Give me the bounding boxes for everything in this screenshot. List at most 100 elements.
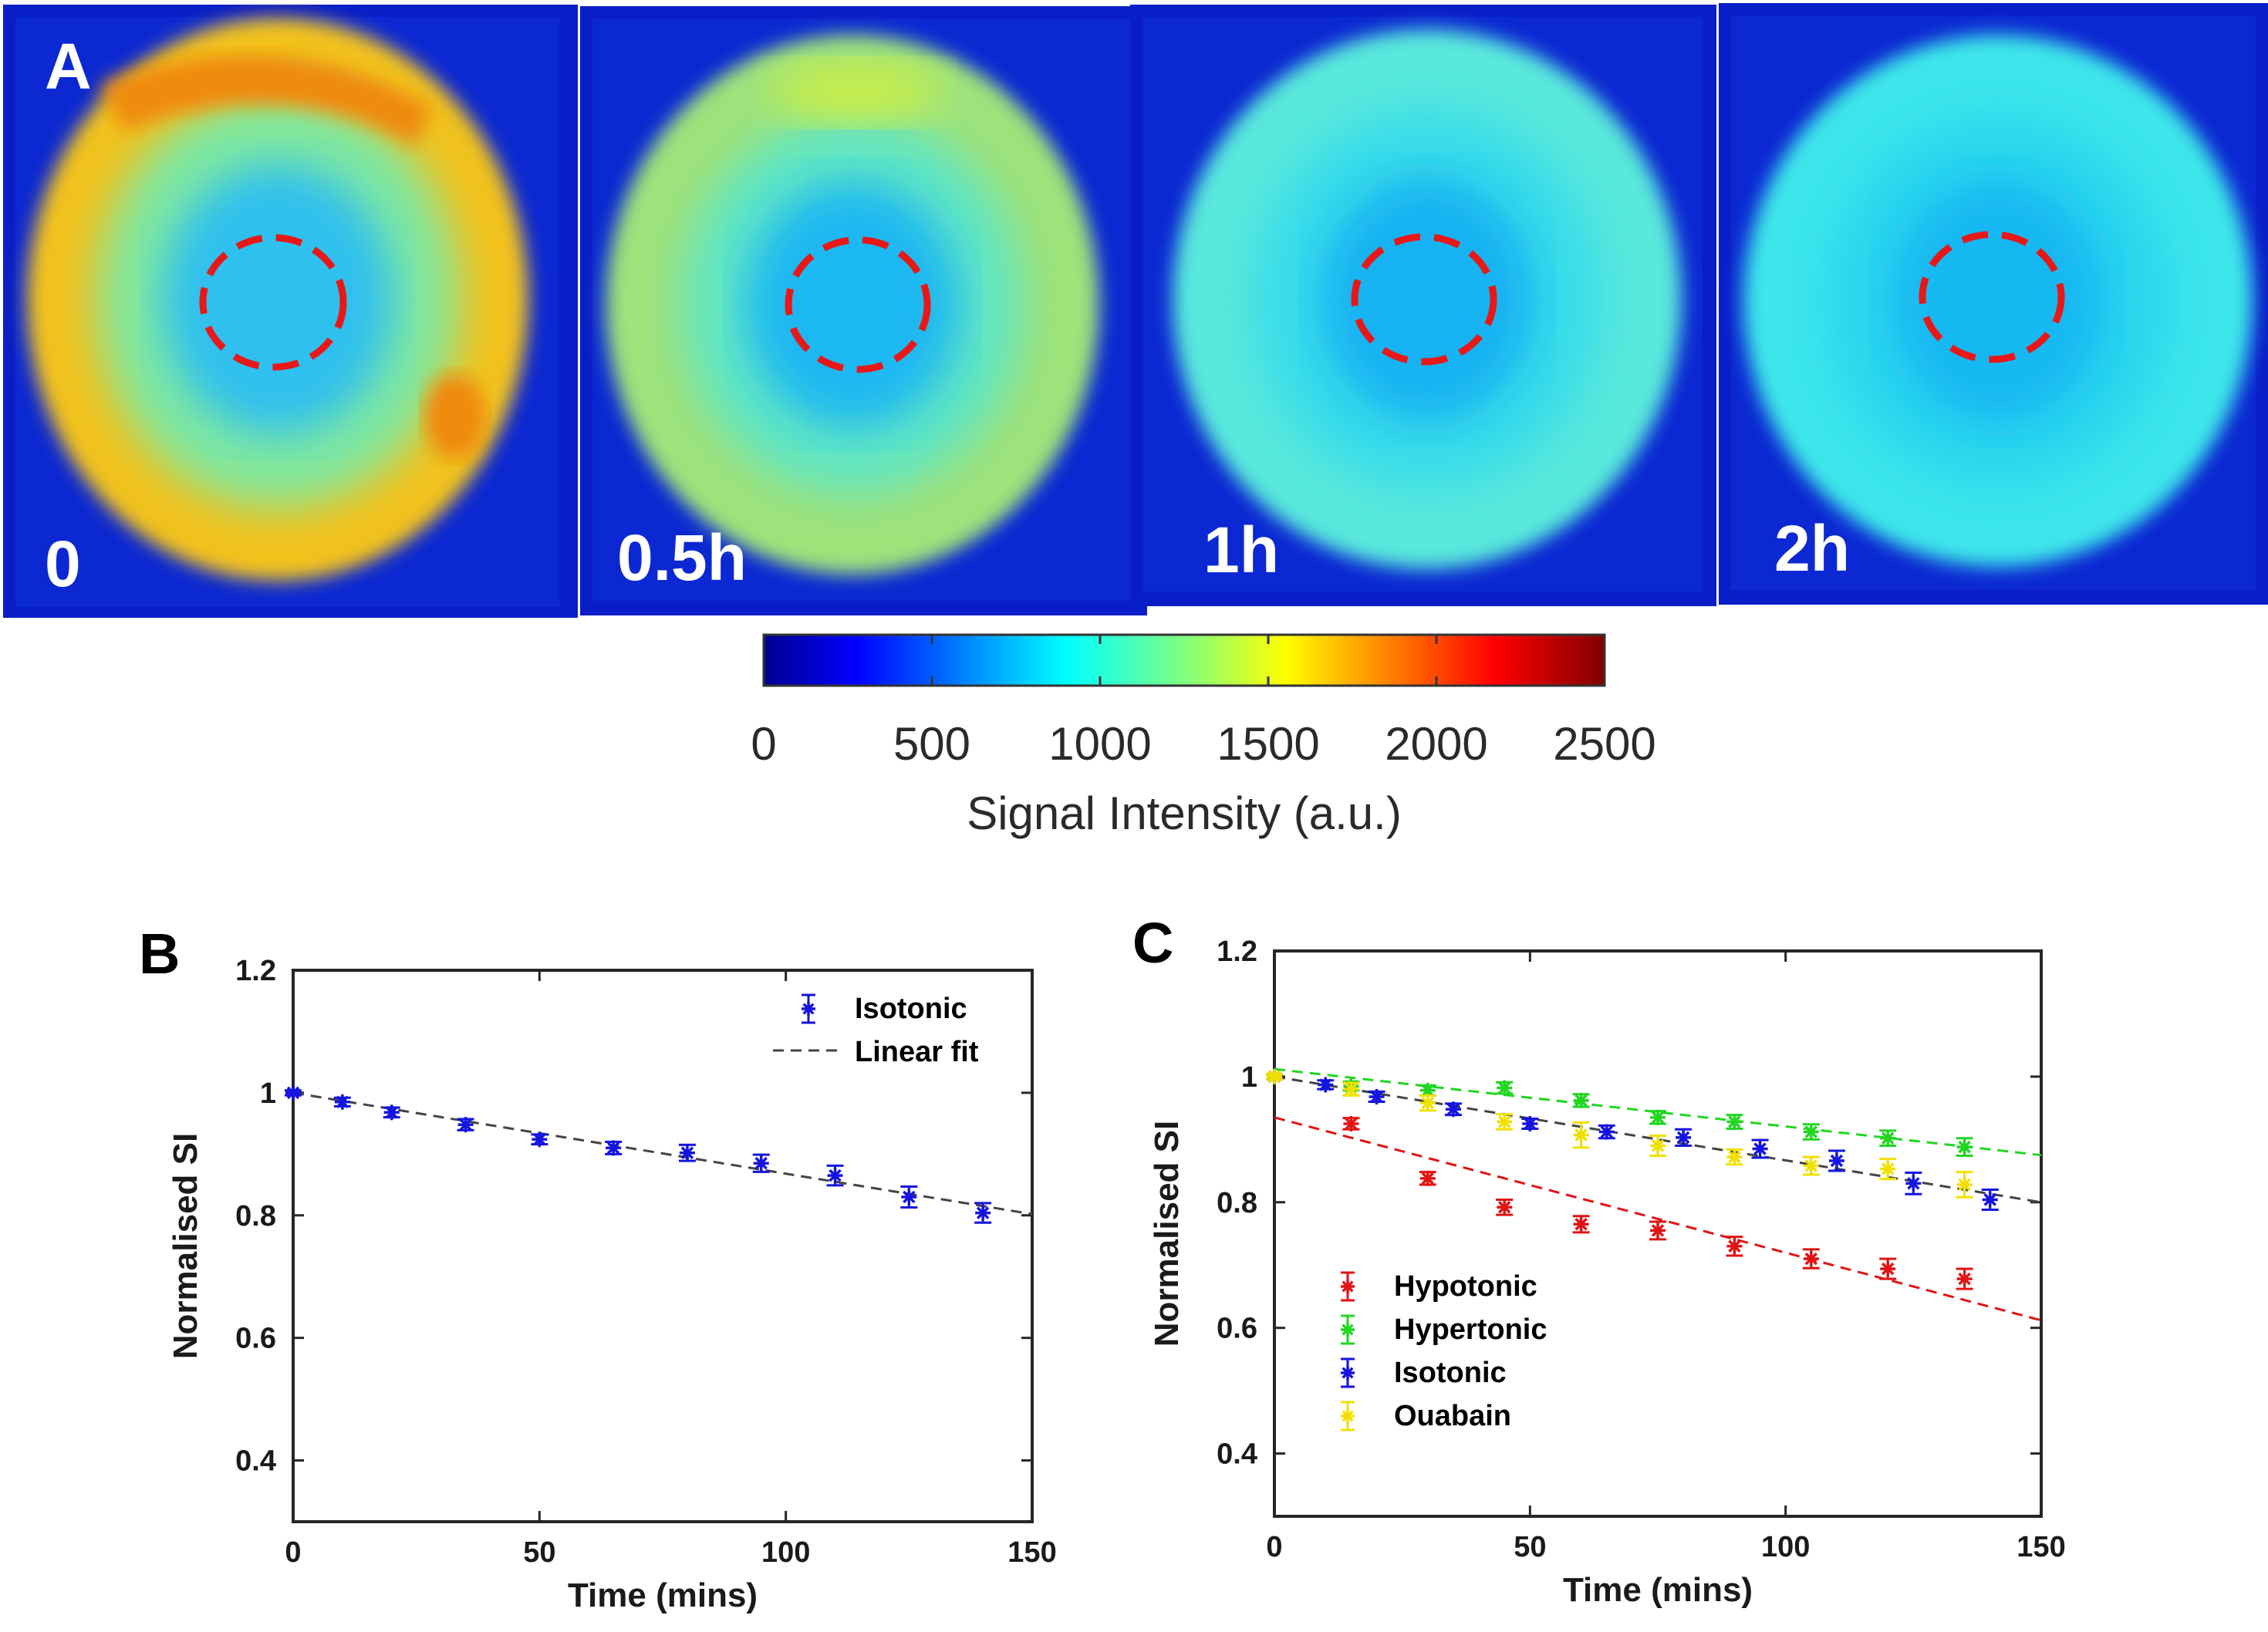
marker-stroke: [1574, 1128, 1588, 1141]
marker-stroke: [1574, 1218, 1588, 1231]
legend-entry: Isotonic: [1341, 1357, 1507, 1389]
data-point: [1956, 1137, 1973, 1158]
colorbar-ticks: 0 500 1000 1500 2000 2500: [751, 635, 1656, 770]
marker-stroke: [976, 1206, 990, 1219]
y-tick-label: 0.6: [1217, 1313, 1257, 1345]
heatmap-image-0_5h: 0.5h: [580, 6, 1147, 615]
heatmap-image-0h: A 0: [3, 5, 578, 618]
x-tick-label: 50: [1514, 1531, 1546, 1563]
marker-stroke: [1830, 1154, 1844, 1168]
chart-b: 0 50 100 150 0.4 0.6 0.8 1 1.2 Time (mins) Normali…: [167, 955, 1057, 1614]
colorbar-tick-label: 1000: [1048, 718, 1151, 770]
marker-stroke: [1728, 1150, 1741, 1164]
data-point: [1905, 1171, 1922, 1195]
marker-stroke: [1345, 1117, 1358, 1131]
data-point: [1879, 1257, 1897, 1280]
legend-entry: Isotonic: [802, 993, 967, 1025]
series-ouabain: [1266, 1068, 1973, 1199]
data-point: [1956, 1171, 1973, 1199]
marker-stroke: [680, 1146, 694, 1159]
panel-a-label: A: [45, 30, 92, 103]
time-label-2h: 2h: [1774, 512, 1850, 585]
legend-label: Hypotonic: [1394, 1270, 1537, 1303]
marker-stroke: [1651, 1111, 1665, 1125]
x-axis-label: Time (mins): [568, 1576, 758, 1614]
marker-stroke: [1342, 1367, 1354, 1379]
legend-entry: Hypotonic: [1341, 1270, 1537, 1303]
marker-stroke: [1446, 1103, 1460, 1116]
x-tick-label: 100: [761, 1536, 810, 1569]
y-axis-label: Normalised SI: [1148, 1121, 1186, 1347]
marker-stroke: [533, 1133, 546, 1146]
marker-stroke: [286, 1086, 300, 1100]
marker-stroke: [1958, 1140, 1971, 1154]
marker-stroke: [802, 1003, 815, 1015]
y-axis-label: Normalised SI: [167, 1133, 204, 1359]
data-point: [1419, 1094, 1436, 1112]
data-point: [1572, 1092, 1590, 1108]
marker-stroke: [1881, 1262, 1895, 1276]
data-point: [1419, 1170, 1436, 1186]
fit-line: [1274, 1116, 2042, 1322]
legend: Isotonic Linear fit: [773, 993, 979, 1068]
legend-label: Ouabain: [1394, 1400, 1511, 1432]
marker-stroke: [1421, 1084, 1435, 1098]
data-point: [1649, 1220, 1666, 1241]
x-tick-label: 100: [1761, 1531, 1810, 1563]
data-point: [1802, 1123, 1820, 1141]
data-point: [1572, 1121, 1590, 1149]
marker-stroke: [1651, 1224, 1665, 1237]
marker-stroke: [606, 1141, 620, 1155]
data-point: [1444, 1101, 1462, 1118]
colorbar-label: Signal Intensity (a.u.): [967, 787, 1402, 839]
marker-stroke: [1881, 1162, 1895, 1175]
data-point: [1726, 1148, 1743, 1166]
marker-stroke: [1958, 1272, 1971, 1286]
y-tick-label: 0.8: [1217, 1187, 1257, 1219]
data-point: [1649, 1134, 1666, 1158]
data-point: [1726, 1114, 1743, 1130]
data-point: [1828, 1149, 1845, 1172]
marker-stroke: [1676, 1131, 1690, 1145]
legend-label: Linear fit: [855, 1036, 979, 1068]
roi-ellipse: [1919, 231, 2065, 363]
marker-stroke: [1267, 1070, 1281, 1084]
marker-stroke: [829, 1168, 842, 1182]
legend-entry: Hypertonic: [1341, 1313, 1547, 1346]
time-label-0: 0: [45, 528, 81, 600]
data-point: [678, 1143, 696, 1162]
marker-stroke: [1342, 1323, 1354, 1336]
marker-stroke: [1342, 1410, 1354, 1422]
time-label-0_5h: 0.5h: [617, 521, 747, 594]
colorbar-tick-label: 500: [893, 718, 970, 770]
colorbar-tick-label: 2000: [1385, 718, 1487, 770]
y-tick-label: 0.6: [235, 1323, 276, 1355]
marker-stroke: [1728, 1239, 1741, 1253]
chart-c: 0 50 100 150 0.4 0.6 0.8 1 1.2 Time (mins) Normali…: [1148, 936, 2066, 1609]
heatmap-image-2h: 2h: [1719, 3, 2268, 605]
data-point: [826, 1164, 844, 1187]
data-point: [974, 1202, 992, 1224]
marker-stroke: [1728, 1115, 1741, 1128]
marker-stroke: [1524, 1117, 1537, 1131]
marker-stroke: [1651, 1139, 1665, 1152]
marker-stroke: [1753, 1142, 1767, 1155]
data-point: [383, 1104, 400, 1121]
plot-area: [292, 969, 1034, 1523]
marker-stroke: [385, 1106, 398, 1119]
legend-entry: Linear fit: [773, 1036, 979, 1068]
marker-stroke: [1804, 1125, 1818, 1138]
legend-label: Isotonic: [855, 993, 967, 1025]
data-point: [1266, 1068, 1283, 1084]
data-point: [333, 1094, 351, 1110]
marker-stroke: [1958, 1178, 1971, 1192]
data-point: [1368, 1088, 1385, 1104]
colorbar: 0 500 1000 1500 2000 2500 Signal Intensity (a…: [751, 633, 1656, 839]
x-tick-label: 50: [523, 1536, 555, 1569]
marker-stroke: [1421, 1172, 1435, 1185]
data-point: [1802, 1155, 1820, 1176]
marker-stroke: [1345, 1082, 1358, 1096]
roi-ellipse: [199, 234, 347, 371]
x-axis-label: Time (mins): [1563, 1571, 1753, 1609]
